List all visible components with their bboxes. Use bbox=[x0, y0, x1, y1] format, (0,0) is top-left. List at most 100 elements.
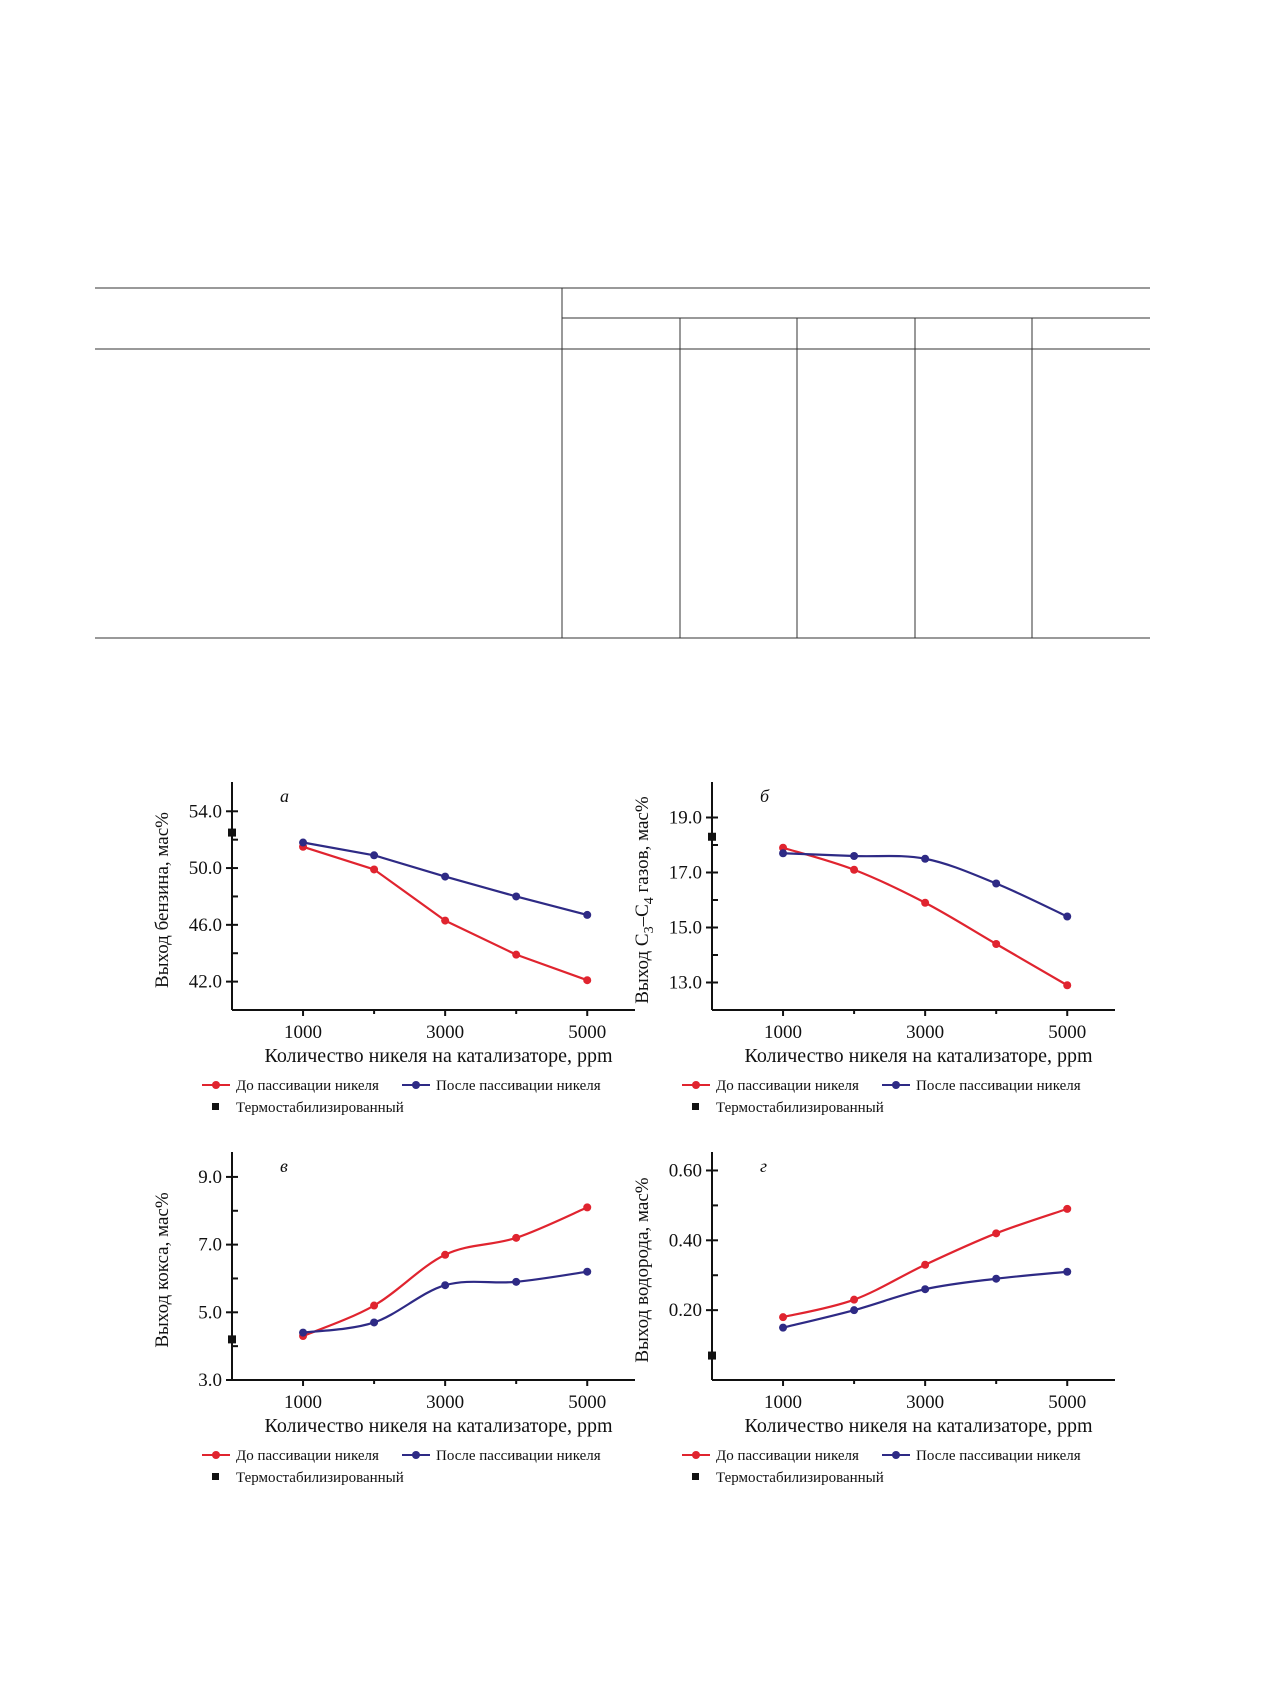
data-point-before bbox=[992, 1229, 1001, 1238]
legend-label-after: После пассивации никеля bbox=[436, 1448, 601, 1464]
y-tick-label: 5.0 bbox=[198, 1302, 222, 1323]
y-tick-label: 3.0 bbox=[198, 1370, 222, 1391]
series-line-after bbox=[301, 1270, 589, 1334]
data-point-after bbox=[299, 838, 308, 847]
data-point-before bbox=[1063, 981, 1072, 990]
legend-label-thermo: Термостабилизированный bbox=[236, 1100, 404, 1116]
panel-letter: б bbox=[760, 786, 770, 806]
x-axis-label: Количество никеля на катализаторе, ppm bbox=[264, 1045, 612, 1067]
legend-label-before: До пассивации никеля bbox=[236, 1078, 379, 1094]
y-tick-label: 19.0 bbox=[669, 808, 702, 829]
panel-letter: г bbox=[760, 1156, 767, 1176]
legend-label-thermo: Термостабилизированный bbox=[716, 1100, 884, 1116]
y-axis-label: Выход C3–C4 газов, мас% bbox=[632, 796, 657, 1004]
y-tick-label: 9.0 bbox=[198, 1167, 222, 1188]
legend-label-before: До пассивации никеля bbox=[236, 1448, 379, 1464]
data-point-after bbox=[512, 1277, 521, 1286]
panel-letter: а bbox=[280, 786, 289, 806]
y-tick-label: 46.0 bbox=[189, 915, 222, 936]
x-tick-label: 1000 bbox=[764, 1392, 802, 1413]
data-point-before bbox=[921, 1260, 930, 1269]
x-tick-label: 3000 bbox=[906, 1392, 944, 1413]
legend-label-thermo: Термостабилизированный bbox=[236, 1470, 404, 1486]
data-point-before bbox=[1063, 1204, 1072, 1213]
panel-letter: в bbox=[280, 1156, 288, 1176]
legend-marker-before bbox=[212, 1451, 220, 1459]
data-point-after bbox=[1063, 1267, 1072, 1276]
x-axis-label: Количество никеля на катализаторе, ppm bbox=[264, 1415, 612, 1437]
data-point-before bbox=[512, 1233, 521, 1242]
thermo-marker bbox=[708, 1351, 716, 1360]
chart-panel-a: 54.0 50.0 46.0 42.0 1000 3000 5000 Количество н… bbox=[150, 770, 710, 1140]
legend-marker-after bbox=[412, 1081, 420, 1089]
x-tick-label: 3000 bbox=[906, 1022, 944, 1043]
legend-marker-thermo bbox=[692, 1103, 699, 1110]
data-point-before bbox=[583, 1203, 592, 1212]
legend-label-before: До пассивации никеля bbox=[716, 1448, 859, 1464]
y-tick-label: 7.0 bbox=[198, 1235, 222, 1256]
y-tick-label: 15.0 bbox=[669, 918, 702, 939]
thermo-marker bbox=[228, 1335, 236, 1344]
y-tick-label: 42.0 bbox=[189, 972, 222, 993]
data-point-after bbox=[441, 1281, 450, 1290]
y-tick-label: 13.0 bbox=[669, 973, 702, 994]
legend-label-after: После пассивации никеля bbox=[916, 1078, 1081, 1094]
data-point-after bbox=[441, 872, 450, 881]
x-tick-label: 5000 bbox=[568, 1022, 606, 1043]
y-axis-label: Выход кокса, мас% bbox=[152, 1192, 173, 1347]
x-tick-label: 1000 bbox=[284, 1022, 322, 1043]
data-point-after bbox=[921, 1285, 930, 1294]
x-tick-label: 1000 bbox=[764, 1022, 802, 1043]
legend-marker-after bbox=[412, 1451, 420, 1459]
y-tick-label: 50.0 bbox=[189, 858, 222, 879]
data-point-after bbox=[370, 1318, 379, 1327]
legend-label-after: После пассивации никеля bbox=[916, 1448, 1081, 1464]
data-point-after bbox=[850, 852, 859, 860]
y-tick-label: 0.40 bbox=[669, 1230, 702, 1251]
chart-panel-b: 19.0 17.0 15.0 13.0 1000 3000 5000 Количество н… bbox=[630, 770, 1190, 1140]
x-tick-label: 3000 bbox=[426, 1392, 464, 1413]
legend-marker-thermo bbox=[212, 1103, 219, 1110]
legend-label-after: После пассивации никеля bbox=[436, 1078, 601, 1094]
data-point-after bbox=[850, 1306, 859, 1315]
data-point-after bbox=[299, 1328, 308, 1337]
chart-panel-g: 0.60 0.40 0.20 1000 3000 5000 Количество никел… bbox=[630, 1140, 1190, 1510]
data-point-after bbox=[1063, 912, 1072, 921]
series-line-before bbox=[781, 846, 1069, 987]
data-point-before bbox=[512, 950, 521, 959]
series-line-before bbox=[301, 1206, 589, 1338]
data-point-after bbox=[921, 854, 930, 863]
data-point-after bbox=[992, 879, 1001, 888]
chart-panel-v: 9.0 7.0 5.0 3.0 1000 3000 5000 Количество никел… bbox=[150, 1140, 710, 1510]
legend-label-before: До пассивации никеля bbox=[716, 1078, 859, 1094]
data-point-after bbox=[583, 1267, 592, 1276]
data-point-before bbox=[370, 1301, 379, 1310]
data-point-before bbox=[850, 1295, 859, 1304]
y-tick-label: 0.60 bbox=[669, 1160, 702, 1181]
legend-label-thermo: Термостабилизированный bbox=[716, 1470, 884, 1486]
data-point-after bbox=[992, 1274, 1001, 1283]
x-tick-label: 1000 bbox=[284, 1392, 322, 1413]
data-point-before bbox=[779, 843, 788, 852]
empty-table bbox=[95, 287, 1150, 639]
data-point-after bbox=[583, 910, 592, 919]
legend-marker-before bbox=[692, 1081, 700, 1089]
data-point-after bbox=[512, 892, 521, 901]
y-axis-label: Выход бензина, мас% bbox=[152, 812, 173, 988]
x-tick-label: 5000 bbox=[1048, 1392, 1086, 1413]
data-point-before bbox=[779, 1313, 788, 1322]
data-point-after bbox=[370, 851, 379, 860]
thermo-marker bbox=[228, 828, 236, 837]
x-tick-label: 3000 bbox=[426, 1022, 464, 1043]
thermo-marker bbox=[708, 832, 716, 841]
data-point-before bbox=[441, 916, 450, 925]
x-tick-label: 5000 bbox=[568, 1392, 606, 1413]
legend-marker-before bbox=[692, 1451, 700, 1459]
y-axis-label: Выход водорода, мас% bbox=[632, 1177, 653, 1362]
legend-marker-before bbox=[212, 1081, 220, 1089]
data-point-before bbox=[921, 898, 930, 907]
y-tick-label: 54.0 bbox=[189, 801, 222, 822]
data-point-before bbox=[441, 1250, 450, 1259]
